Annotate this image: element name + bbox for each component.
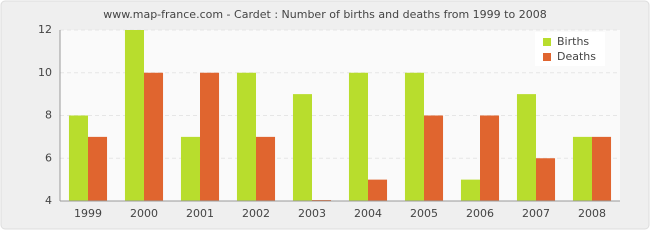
bar — [516, 94, 536, 201]
x-tick-label: 2004 — [354, 207, 382, 220]
x-tick-label: 2001 — [186, 207, 214, 220]
legend-swatch — [543, 53, 551, 61]
bar — [144, 72, 164, 201]
legend-swatch — [543, 38, 551, 46]
bar — [460, 179, 480, 201]
chart-title: www.map-france.com - Cardet : Number of … — [103, 8, 546, 21]
x-tick-label: 2008 — [578, 207, 606, 220]
x-tick-label: 2000 — [130, 207, 158, 220]
x-tick-label: 2003 — [298, 207, 326, 220]
y-tick-label: 12 — [38, 23, 52, 36]
bar — [480, 115, 500, 201]
bar — [180, 136, 200, 201]
bar — [592, 136, 612, 201]
legend-label: Births — [557, 35, 589, 48]
bar — [124, 30, 144, 201]
bar — [536, 158, 556, 201]
legend-label: Deaths — [557, 50, 596, 63]
bar — [404, 72, 424, 201]
y-tick-label: 4 — [45, 194, 52, 207]
y-tick-label: 6 — [45, 151, 52, 164]
y-tick-label: 10 — [38, 66, 52, 79]
bar — [348, 72, 368, 201]
bar — [88, 136, 108, 201]
bar — [68, 115, 88, 201]
x-tick-label: 2005 — [410, 207, 438, 220]
bar — [292, 94, 312, 201]
bar — [236, 72, 256, 201]
bar — [424, 115, 444, 201]
y-tick-label: 8 — [45, 109, 52, 122]
bar — [256, 136, 276, 201]
x-tick-label: 2007 — [522, 207, 550, 220]
x-tick-label: 1999 — [74, 207, 102, 220]
x-tick-label: 2006 — [466, 207, 494, 220]
bar — [572, 136, 592, 201]
x-tick-label: 2002 — [242, 207, 270, 220]
bar — [200, 72, 220, 201]
bar — [368, 179, 388, 201]
chart: www.map-france.com - Cardet : Number of … — [0, 0, 650, 230]
